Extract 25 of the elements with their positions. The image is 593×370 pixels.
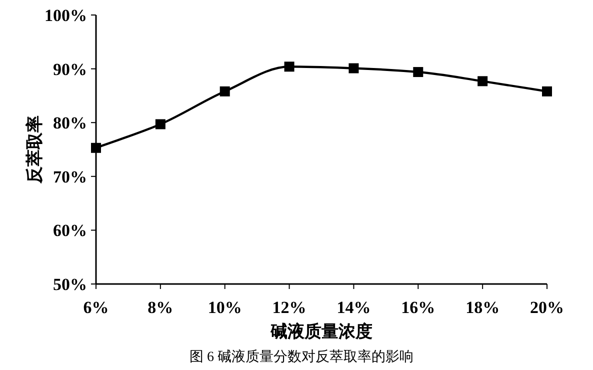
x-tick-label: 12% <box>272 298 306 317</box>
y-tick-label: 90% <box>53 60 87 79</box>
point <box>91 142 101 153</box>
x-axis-title: 碱液质量浓度 <box>270 322 372 341</box>
point <box>284 62 294 72</box>
y-tick-label: 50% <box>53 275 87 294</box>
point <box>220 86 230 96</box>
point <box>155 119 166 130</box>
x-tick-label: 20% <box>530 298 564 317</box>
x-tick-label: 16% <box>401 298 436 317</box>
point <box>542 86 552 96</box>
x-tick-label: 18% <box>466 298 500 317</box>
point <box>413 67 424 78</box>
x-tick-label: 6% <box>83 298 109 317</box>
y-tick-label: 100% <box>44 6 87 25</box>
x-tick-label: 14% <box>336 298 371 317</box>
text: 图 6 碱液质量分数对反萃取率的影响 <box>190 349 414 365</box>
x-tick-label: 10% <box>208 298 242 317</box>
y-axis-title: 反萃取率 <box>25 116 44 184</box>
x-tick-label: 8% <box>148 298 174 317</box>
point <box>478 76 488 86</box>
y-tick-label: 60% <box>53 221 87 240</box>
point <box>348 63 359 74</box>
y-tick-label: 70% <box>53 167 87 186</box>
y-tick-label: 80% <box>53 114 87 133</box>
